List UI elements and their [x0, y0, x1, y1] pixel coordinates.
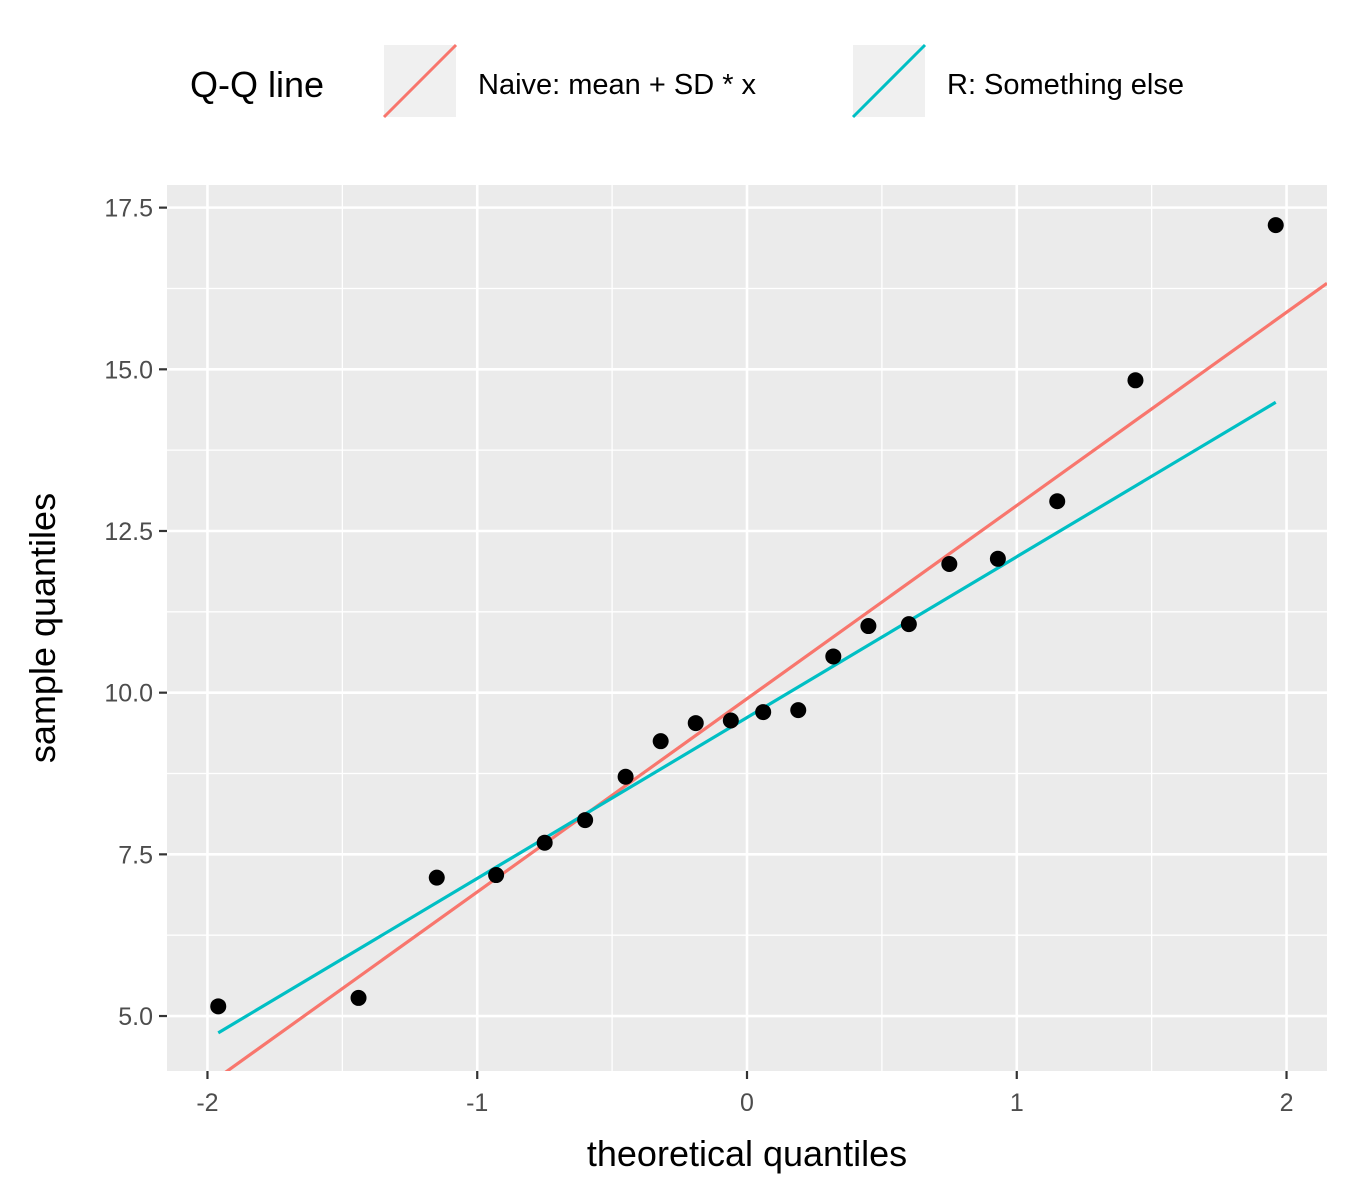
y-tick-label: 7.5 — [118, 841, 153, 869]
x-axis-title: theoretical quantiles — [587, 1133, 907, 1174]
sample-points — [210, 217, 1284, 1015]
sample-point — [210, 998, 227, 1015]
sample-point — [722, 712, 739, 729]
sample-point — [488, 867, 505, 884]
sample-point — [1267, 217, 1284, 234]
legend-key-naive-line — [382, 43, 458, 119]
y-axis-title: sample quantiles — [22, 493, 63, 763]
sample-point — [989, 550, 1006, 567]
sample-point — [1049, 493, 1066, 510]
x-tick-label: 1 — [1010, 1089, 1024, 1117]
sample-point — [577, 812, 594, 829]
y-tick-label: 12.5 — [104, 518, 153, 546]
sample-point — [860, 618, 877, 635]
sample-point — [900, 616, 917, 633]
x-tick-label: -2 — [196, 1089, 218, 1117]
x-tick-label: -1 — [466, 1089, 488, 1117]
naive-qq-line — [224, 281, 1327, 1071]
grid-major — [167, 185, 1327, 1071]
sample-point — [687, 715, 704, 732]
sample-point — [790, 702, 807, 719]
y-axis: 5.0 7.5 10.0 12.5 15.0 17.5 — [104, 195, 167, 1031]
r-qq-line — [217, 400, 1277, 1035]
sample-point — [652, 733, 669, 750]
y-tick-label: 17.5 — [104, 195, 153, 223]
sample-point — [1127, 372, 1144, 389]
sample-point — [617, 768, 634, 785]
y-tick-label: 10.0 — [104, 680, 153, 708]
sample-point — [825, 648, 842, 665]
x-tick-label: 0 — [740, 1089, 754, 1117]
sample-point — [536, 834, 553, 851]
y-tick-label: 15.0 — [104, 356, 153, 384]
legend: Q-Q line Naive: mean + SD * x R: Somethi… — [190, 43, 1184, 119]
qq-lines — [217, 281, 1327, 1071]
sample-point — [941, 555, 958, 572]
y-tick-label: 5.0 — [118, 1003, 153, 1031]
sample-point — [350, 989, 367, 1006]
legend-label-r: R: Something else — [947, 69, 1184, 101]
legend-label-naive: Naive: mean + SD * x — [478, 69, 757, 101]
sample-point — [428, 869, 445, 886]
legend-key-r-line — [851, 43, 927, 119]
x-tick-label: 2 — [1280, 1089, 1294, 1117]
legend-title: Q-Q line — [190, 64, 324, 105]
x-axis: -2 -1 0 1 2 — [196, 1071, 1293, 1117]
sample-point — [755, 704, 772, 721]
